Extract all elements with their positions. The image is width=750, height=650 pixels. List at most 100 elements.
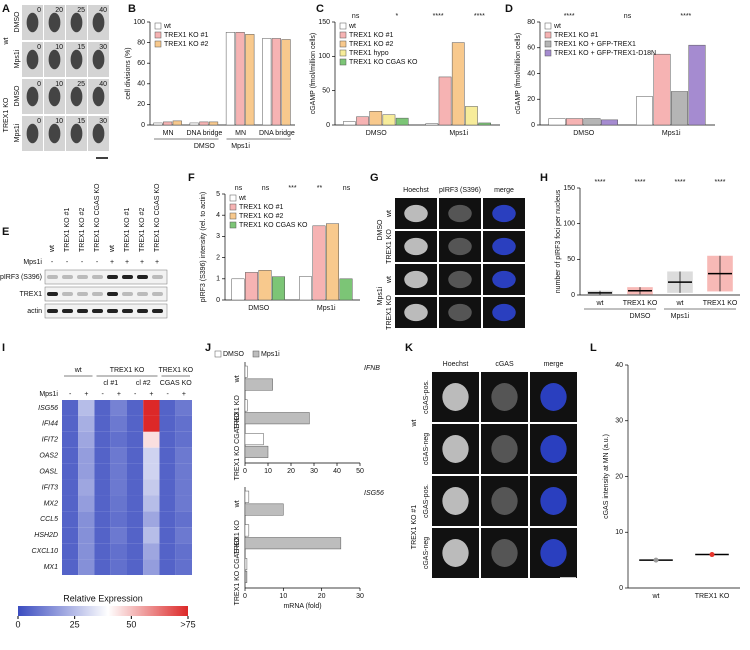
bar xyxy=(271,38,281,126)
y-tick-label: 0 xyxy=(571,292,575,299)
x-tick-label: wt xyxy=(596,300,604,307)
x-tick-label: 20 xyxy=(287,468,295,475)
legend-label: TREX1 KO CGAS KO xyxy=(239,222,308,229)
time-label: 0 xyxy=(37,7,41,14)
nucleus xyxy=(492,270,516,289)
blot xyxy=(44,303,168,319)
bar xyxy=(312,225,326,301)
time-label: 30 xyxy=(99,118,107,125)
significance: **** xyxy=(474,13,485,20)
legend-label: TREX1 KO #1 xyxy=(164,32,208,39)
heat-cell xyxy=(62,400,79,416)
band xyxy=(137,275,148,279)
band xyxy=(62,292,73,296)
heat-cell xyxy=(127,431,144,448)
blot xyxy=(44,286,168,302)
heat-cell xyxy=(110,559,127,575)
bar xyxy=(548,118,566,126)
colorbar-tick-label: 25 xyxy=(70,619,80,629)
bar xyxy=(244,399,248,412)
legend-label: TREX1 KO #1 xyxy=(349,32,393,39)
legend-label: DMSO xyxy=(223,351,245,358)
legend-label: TREX1 KO + GFP-TREX1 xyxy=(554,41,636,48)
nucleus xyxy=(404,237,428,256)
bar xyxy=(601,119,618,126)
heat-cell xyxy=(94,400,111,416)
heat-cell xyxy=(175,559,192,575)
bar xyxy=(272,276,285,301)
legend-swatch xyxy=(544,49,552,57)
y-tick-label: 60 xyxy=(527,45,535,52)
heat-cell xyxy=(159,400,176,416)
legend-swatch xyxy=(544,40,552,48)
heat-cell xyxy=(143,527,160,544)
group-label: Mps1i xyxy=(231,143,250,150)
heat-cell xyxy=(110,479,127,496)
genotype-label: wt xyxy=(411,419,418,427)
gene-label: IFIT3 xyxy=(42,484,58,491)
significance: ** xyxy=(317,185,323,192)
x-tick-label: 0 xyxy=(243,593,247,600)
heat-cell xyxy=(62,479,79,496)
row-label: cGAS-neg xyxy=(423,537,430,569)
heat-cell xyxy=(110,463,127,480)
treatment-sign: + xyxy=(155,259,159,266)
colorbar-tick-label: >75 xyxy=(180,619,195,629)
y-axis-label: cGAS intensity at MN (a.u.) xyxy=(603,434,610,519)
legend-label: TREX1 hypo xyxy=(349,50,389,57)
y-tick-label: 50 xyxy=(322,88,330,95)
bar xyxy=(244,490,250,503)
heat-cell xyxy=(175,479,192,496)
heat-cell xyxy=(127,400,144,416)
significance: ns xyxy=(343,185,351,192)
time-label: 40 xyxy=(99,7,107,14)
heat-cell xyxy=(143,400,160,416)
x-tick-label: TREX1 KO xyxy=(623,300,658,307)
gene-label: MX1 xyxy=(44,564,59,571)
heat-cell xyxy=(78,479,95,496)
heat-cell xyxy=(175,511,192,528)
y-tick-label: 3 xyxy=(216,233,220,240)
gene-label: IFIT2 xyxy=(42,437,58,444)
median-dot xyxy=(709,552,715,558)
heat-cell xyxy=(94,479,111,496)
nucleus xyxy=(442,383,469,411)
heat-cell xyxy=(175,495,192,512)
bar xyxy=(343,121,356,126)
treatment-sign: - xyxy=(166,391,169,398)
subgroup-label: cl #1 xyxy=(103,380,118,387)
time-label: 10 xyxy=(55,81,63,88)
column-title: merge xyxy=(544,361,564,368)
bar xyxy=(244,412,310,425)
heat-cell xyxy=(159,415,176,432)
heat-cell xyxy=(110,543,127,560)
legend-label: TREX1 KO #1 xyxy=(239,204,283,211)
nucleus xyxy=(70,123,83,144)
treatment-label: DMSO xyxy=(377,219,384,241)
band xyxy=(92,309,103,313)
x-tick-label: Mps1i xyxy=(449,130,468,137)
panel-letter: H xyxy=(540,172,548,184)
legend-swatch xyxy=(229,203,237,211)
blot xyxy=(44,269,168,285)
band xyxy=(137,309,148,313)
row-label: cGAS-pos. xyxy=(423,380,430,414)
nucleus xyxy=(448,303,472,322)
legend-swatch xyxy=(154,31,162,39)
time-label: 10 xyxy=(55,118,63,125)
significance: **** xyxy=(675,179,686,186)
y-tick-label: 40 xyxy=(615,362,623,369)
median-dot xyxy=(653,557,659,563)
x-tick-label: wt xyxy=(676,300,684,307)
significance: ns xyxy=(624,13,632,20)
row-label: cGAS-neg xyxy=(423,433,430,465)
subgroup-label: cl #2 xyxy=(136,380,151,387)
x-tick-label: DMSO xyxy=(248,305,270,312)
heat-cell xyxy=(110,400,127,416)
nucleus xyxy=(540,539,567,567)
legend-label: TREX1 KO #1 xyxy=(554,32,598,39)
band xyxy=(47,309,58,313)
time-label: 40 xyxy=(99,81,107,88)
y-tick-label: 5 xyxy=(216,191,220,198)
